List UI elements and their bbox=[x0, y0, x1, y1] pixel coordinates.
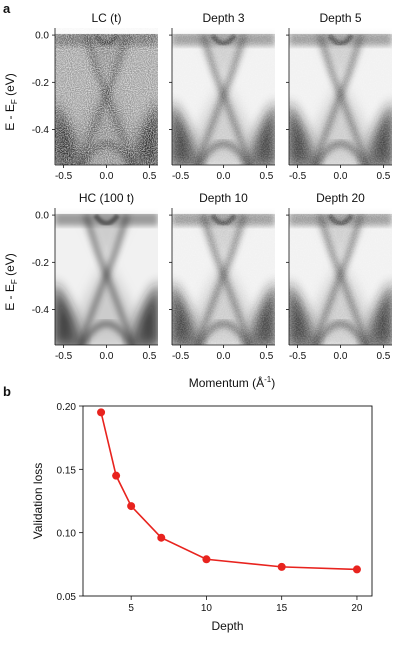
x-tick-label: 0.5 bbox=[259, 351, 273, 362]
x-tick-label: -0.5 bbox=[289, 171, 307, 182]
x-tick-label: 15 bbox=[276, 603, 288, 614]
arpes-panel: HC (100 t) -0.5 0.0 0.5 0.0 -0.2 -0.4 bbox=[32, 191, 158, 362]
x-tick-label: -0.5 bbox=[289, 351, 307, 362]
arpes-panel: LC (t) -0.5 0.0 0.5 0.0 -0.2 -0.4 bbox=[32, 11, 158, 182]
arpes-panel: Depth 10 -0.5 0.0 0.5 bbox=[169, 191, 275, 362]
y-tick-label: 0.0 bbox=[35, 211, 49, 222]
x-axis-label: Depth bbox=[211, 619, 243, 633]
loss-data-point bbox=[202, 555, 211, 564]
loss-data-point bbox=[157, 533, 166, 542]
arpes-panel-grid: LC (t) -0.5 0.0 0.5 0.0 -0.2 -0.4 Depth 3 -0.5 0.… bbox=[32, 11, 392, 362]
arpes-panel: Depth 20 -0.5 0.0 0.5 bbox=[286, 191, 392, 362]
y-label-row1: E - EF (eV) bbox=[3, 73, 19, 131]
x-tick-label: -0.5 bbox=[55, 171, 73, 182]
arpes-panel: Depth 5 -0.5 0.0 0.5 bbox=[286, 11, 392, 182]
y-tick-label: -0.4 bbox=[32, 305, 50, 316]
y-tick-label: 0.05 bbox=[57, 592, 77, 603]
y-axis-label: Validation loss bbox=[31, 463, 45, 540]
shared-x-label: Momentum (Å-1) bbox=[189, 375, 275, 390]
heatmap-image bbox=[172, 28, 275, 165]
x-tick-label: 0.5 bbox=[142, 351, 156, 362]
heatmap-image bbox=[172, 208, 275, 345]
x-tick-label: 0.5 bbox=[142, 171, 156, 182]
x-tick-label: -0.5 bbox=[172, 171, 190, 182]
y-tick-label: -0.2 bbox=[32, 78, 50, 89]
validation-loss-chart: 5 10 15 20 0.05 0.10 0.15 0.20 Depth Validation l… bbox=[31, 402, 373, 633]
x-tick-label: 0.5 bbox=[376, 351, 390, 362]
loss-data-point bbox=[112, 471, 121, 480]
loss-data-point bbox=[127, 502, 136, 511]
panel-title: Depth 10 bbox=[199, 191, 248, 205]
y-tick-label: 0.15 bbox=[57, 465, 77, 476]
x-tick-label: 20 bbox=[351, 603, 363, 614]
y-tick-label: -0.2 bbox=[32, 258, 50, 269]
x-tick-label: -0.5 bbox=[55, 351, 73, 362]
y-tick-label: 0.20 bbox=[57, 402, 77, 413]
heatmap-image bbox=[289, 208, 392, 345]
panel-title: LC (t) bbox=[92, 11, 122, 25]
x-tick-label: -0.5 bbox=[172, 351, 190, 362]
x-tick-label: 0.0 bbox=[334, 171, 348, 182]
panel-title: Depth 20 bbox=[316, 191, 365, 205]
x-tick-label: 0.0 bbox=[217, 351, 231, 362]
loss-data-point bbox=[97, 408, 106, 417]
x-tick-label: 5 bbox=[128, 603, 134, 614]
panel-title: Depth 5 bbox=[319, 11, 361, 25]
y-tick-label: 0.0 bbox=[35, 31, 49, 42]
heatmap-image bbox=[289, 28, 392, 165]
loss-data-point bbox=[352, 565, 361, 574]
panel-title: HC (100 t) bbox=[79, 191, 134, 205]
x-label-superscript: -1 bbox=[264, 375, 272, 384]
x-tick-label: 0.0 bbox=[100, 171, 114, 182]
heatmap-image bbox=[55, 208, 158, 345]
x-tick-label: 0.5 bbox=[259, 171, 273, 182]
y-tick-label: -0.4 bbox=[32, 125, 50, 136]
x-tick-label: 0.0 bbox=[100, 351, 114, 362]
y-tick-label: 0.10 bbox=[57, 529, 77, 540]
x-tick-label: 0.5 bbox=[376, 171, 390, 182]
svg-text:E - EF (eV): E - EF (eV) bbox=[3, 73, 19, 131]
x-tick-label: 0.0 bbox=[217, 171, 231, 182]
panel-b-letter: b bbox=[3, 384, 11, 399]
x-tick-label: 10 bbox=[201, 603, 213, 614]
panel-a-letter: a bbox=[3, 1, 11, 16]
loss-series-line bbox=[100, 412, 357, 571]
loss-data-point bbox=[277, 562, 286, 571]
svg-text:E - EF (eV): E - EF (eV) bbox=[3, 253, 19, 311]
y-label-row2: E - EF (eV) bbox=[3, 253, 19, 311]
arpes-panel: Depth 3 -0.5 0.0 0.5 bbox=[169, 11, 275, 182]
panel-title: Depth 3 bbox=[202, 11, 244, 25]
x-tick-label: 0.0 bbox=[334, 351, 348, 362]
plot-frame bbox=[82, 405, 373, 597]
heatmap-image bbox=[55, 28, 158, 165]
